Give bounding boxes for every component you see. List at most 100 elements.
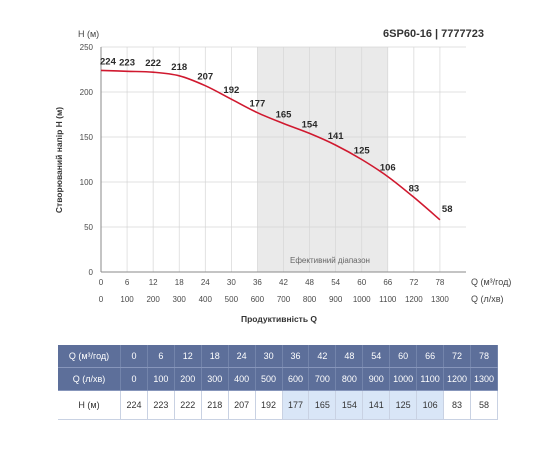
table-cell: 200 [174, 367, 202, 391]
data-label: 177 [249, 99, 265, 110]
data-label: 106 [380, 163, 396, 174]
data-label: 165 [276, 110, 293, 121]
table-cell: 18 [201, 345, 229, 368]
y-axis-label: Створюваний напір Н (м) [54, 107, 64, 213]
table-cell: 0 [120, 345, 148, 368]
data-label: 125 [354, 146, 371, 157]
pump-curve-chart: 0501001502002500061001220018300244003050… [54, 28, 511, 324]
x-tick-label-secondary: 800 [303, 295, 317, 304]
data-label: 141 [328, 131, 345, 142]
table-cell: 207 [228, 390, 256, 420]
table-cell: 154 [335, 390, 364, 420]
table-cell: 800 [335, 367, 364, 391]
x-tick-label-secondary: 500 [225, 295, 239, 304]
table-cell: 192 [255, 390, 283, 420]
table-cell: 600 [282, 367, 310, 391]
x-axis-label: Продуктивність Q [241, 314, 317, 324]
table-cell: 24 [228, 345, 256, 368]
x-tick-label-secondary: 1200 [405, 295, 423, 304]
x-tick-label: 66 [383, 278, 392, 287]
y-tick-label: 150 [80, 133, 94, 142]
table-cell: 48 [335, 345, 364, 368]
x-unit-secondary: Q (л/хв) [471, 294, 504, 304]
y-axis-caption: Н (м) [78, 29, 99, 39]
x-tick-label: 30 [227, 278, 236, 287]
table-cell: 42 [308, 345, 337, 368]
table-cell: 300 [201, 367, 229, 391]
row-header: Q (л/хв) [58, 367, 121, 391]
table-cell: 1200 [443, 367, 471, 391]
y-tick-label: 100 [80, 178, 94, 187]
data-labels: 224 223 222 218 207 192 177 165 154 141 125 106 83 58 [100, 56, 453, 214]
table-row-flow-m3h: Q (м³/год) 0 6 12 18 24 30 36 42 48 54 60 66 72 78 [58, 345, 499, 368]
table-cell: 72 [443, 345, 471, 368]
x-tick-label: 48 [305, 278, 314, 287]
x-tick-label-secondary: 1000 [353, 295, 371, 304]
table-cell: 1000 [389, 367, 418, 391]
table-cell: 66 [416, 345, 445, 368]
x-tick-label-secondary: 0 [99, 295, 104, 304]
x-tick-label: 60 [357, 278, 366, 287]
data-label: 207 [197, 72, 213, 83]
performance-table: Q (м³/год) 0 6 12 18 24 30 36 42 48 54 60 66 72 78 Q (… [58, 345, 499, 420]
y-tick-label: 250 [80, 43, 94, 52]
data-label: 192 [223, 85, 239, 96]
table-cell: 54 [362, 345, 391, 368]
table-cell: 60 [389, 345, 418, 368]
table-cell: 223 [147, 390, 175, 420]
efficient-range-rect [257, 47, 388, 272]
table-cell: 12 [174, 345, 202, 368]
table-cell: 400 [228, 367, 256, 391]
table-cell: 78 [470, 345, 499, 368]
chart-axes: 0501001502002500061001220018300244003050… [80, 43, 466, 304]
head-curve [100, 69, 441, 221]
table-cell: 125 [389, 390, 418, 420]
x-tick-label: 42 [279, 278, 288, 287]
table-row-head: Н (м) 224 223 222 218 207 192 177 165 154 141 125 10… [58, 390, 499, 420]
y-tick-label: 200 [80, 88, 94, 97]
table-cell: 58 [470, 390, 499, 420]
table-cell: 700 [308, 367, 337, 391]
data-label: 222 [145, 58, 161, 69]
table-row-flow-lmin: Q (л/хв) 0 100 200 300 400 500 600 700 800 900 1000… [58, 367, 499, 391]
row-header: Q (м³/год) [58, 345, 121, 368]
y-tick-label: 0 [89, 268, 94, 277]
x-tick-label: 78 [435, 278, 444, 287]
x-tick-label-secondary: 200 [146, 295, 160, 304]
x-tick-label: 6 [125, 278, 130, 287]
x-tick-label: 36 [253, 278, 262, 287]
table-cell: 1300 [470, 367, 499, 391]
x-tick-label-secondary: 1100 [379, 295, 397, 304]
x-tick-label: 12 [149, 278, 158, 287]
table-cell: 0 [120, 367, 148, 391]
table-cell: 218 [201, 390, 229, 420]
table-cell: 141 [362, 390, 391, 420]
efficient-range-band [257, 47, 388, 272]
table-cell: 30 [255, 345, 283, 368]
x-unit-primary: Q (м³/год) [471, 277, 511, 287]
table-cell: 100 [147, 367, 175, 391]
table-cell: 900 [362, 367, 391, 391]
table-cell: 224 [120, 390, 148, 420]
table-cell: 222 [174, 390, 202, 420]
table-cell: 1100 [416, 367, 445, 391]
x-tick-label-secondary: 600 [251, 295, 265, 304]
x-tick-label-secondary: 1300 [431, 295, 449, 304]
chart-title: 6SP60-16 | 7777723 [383, 28, 484, 40]
data-label: 224 [100, 56, 117, 67]
chart-grid [100, 46, 466, 273]
efficient-range-label: Ефективний діапазон [290, 256, 370, 265]
table-cell: 165 [308, 390, 337, 420]
data-label: 223 [119, 57, 135, 68]
x-tick-label: 72 [409, 278, 418, 287]
table-cell: 177 [282, 390, 310, 420]
x-tick-label: 54 [331, 278, 340, 287]
data-label: 218 [171, 62, 187, 73]
x-tick-label-secondary: 700 [277, 295, 291, 304]
x-tick-label-secondary: 900 [329, 295, 343, 304]
x-tick-label: 0 [99, 278, 104, 287]
table-cell: 6 [147, 345, 175, 368]
x-tick-label-secondary: 400 [199, 295, 213, 304]
row-header: Н (м) [58, 390, 121, 420]
data-label: 58 [442, 204, 453, 215]
